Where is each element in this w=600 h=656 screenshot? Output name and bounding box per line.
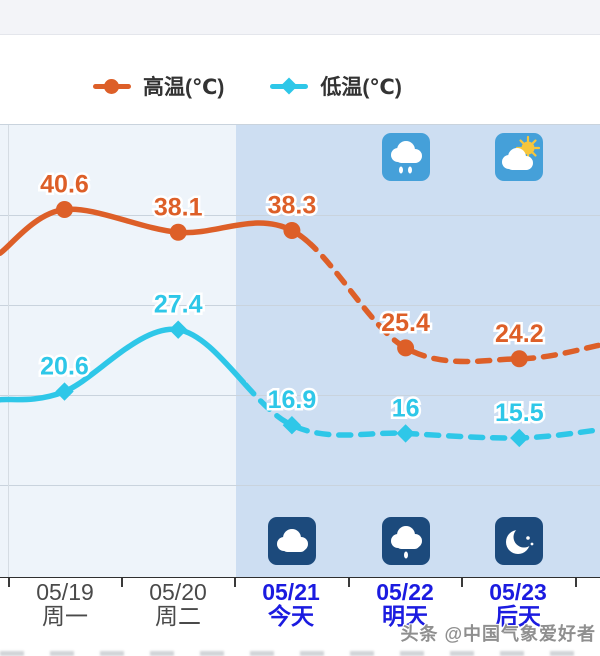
high-temp-value-label: 38.1 xyxy=(154,193,203,221)
low-temp-point xyxy=(510,428,529,448)
weather-rain-icon xyxy=(382,133,430,181)
weather-clear-night-icon xyxy=(495,517,543,565)
legend-low-label: 低温(℃) xyxy=(320,76,402,99)
gridline xyxy=(0,485,600,486)
bottom-cutoff-row xyxy=(0,651,600,656)
low-temp-value-label: 15.5 xyxy=(495,399,544,427)
legend-high-label: 高温(℃) xyxy=(143,76,225,99)
low-temp-point xyxy=(55,382,74,401)
watermark: 头条 @中国气象爱好者 xyxy=(400,624,596,644)
high-temp-point xyxy=(510,350,528,368)
axis-tick xyxy=(575,578,577,587)
gridline xyxy=(0,215,600,216)
high-temp-point xyxy=(56,201,73,219)
day-label-0523: 05/23 后天 xyxy=(489,579,547,629)
weather-cloudy-night-icon xyxy=(268,517,316,565)
axis-tick xyxy=(234,578,236,587)
high-temp-point xyxy=(169,223,187,241)
low-temp-point xyxy=(282,416,302,435)
temperature-chart: 40.6 38.1 38.3 25.4 24.2 20.6 27.4 16.9 16 15.5 xyxy=(0,124,600,579)
high-temp-value-label: 40.6 xyxy=(40,171,89,199)
axis-tick xyxy=(461,578,463,587)
day-label-0520: 05/20 周二 xyxy=(149,579,207,629)
axis-tick xyxy=(121,578,123,587)
high-temp-point xyxy=(283,221,301,239)
weather-partly-cloudy-icon xyxy=(495,133,543,181)
legend-item-high: 高温(℃) xyxy=(93,71,224,101)
top-strip xyxy=(0,0,600,35)
legend-item-low: 低温(℃) xyxy=(270,71,402,101)
axis-tick xyxy=(8,578,10,587)
day-label-0522-tomorrow: 05/22 明天 xyxy=(376,579,434,629)
high-temp-value-label: 24.2 xyxy=(495,320,544,348)
low-temp-marker-icon xyxy=(270,77,309,94)
day-label-0519: 05/19 周一 xyxy=(36,579,94,629)
high-temp-marker-icon xyxy=(93,78,131,94)
chart-left-border xyxy=(8,125,9,577)
temperature-lines: 40.6 38.1 38.3 25.4 24.2 20.6 27.4 16.9 16 15.5 xyxy=(0,168,600,448)
gridline xyxy=(0,395,600,396)
low-temp-point xyxy=(396,424,415,443)
weather-rain-night-icon xyxy=(382,517,430,565)
high-temp-value-label: 38.3 xyxy=(268,191,317,219)
gridline xyxy=(0,305,600,306)
high-temp-point xyxy=(397,339,415,357)
low-temp-point xyxy=(169,320,188,339)
legend: 高温(℃) 低温(℃) xyxy=(93,71,402,101)
high-temp-value-label: 25.4 xyxy=(381,309,430,337)
axis-tick xyxy=(348,578,350,587)
low-temp-value-label: 16.9 xyxy=(268,386,317,414)
x-axis: 05/19 周一 05/20 周二 05/21 今天 05/22 明天 05/23 后天 xyxy=(0,578,600,630)
low-temp-value-label: 27.4 xyxy=(154,291,203,319)
day-label-0521-today: 05/21 今天 xyxy=(262,579,320,629)
low-temp-line-solid xyxy=(0,326,246,403)
low-temp-value-label: 20.6 xyxy=(40,353,89,381)
low-temp-value-label: 16 xyxy=(392,394,420,422)
legend-row: 高温(℃) 低温(℃) xyxy=(0,35,600,124)
